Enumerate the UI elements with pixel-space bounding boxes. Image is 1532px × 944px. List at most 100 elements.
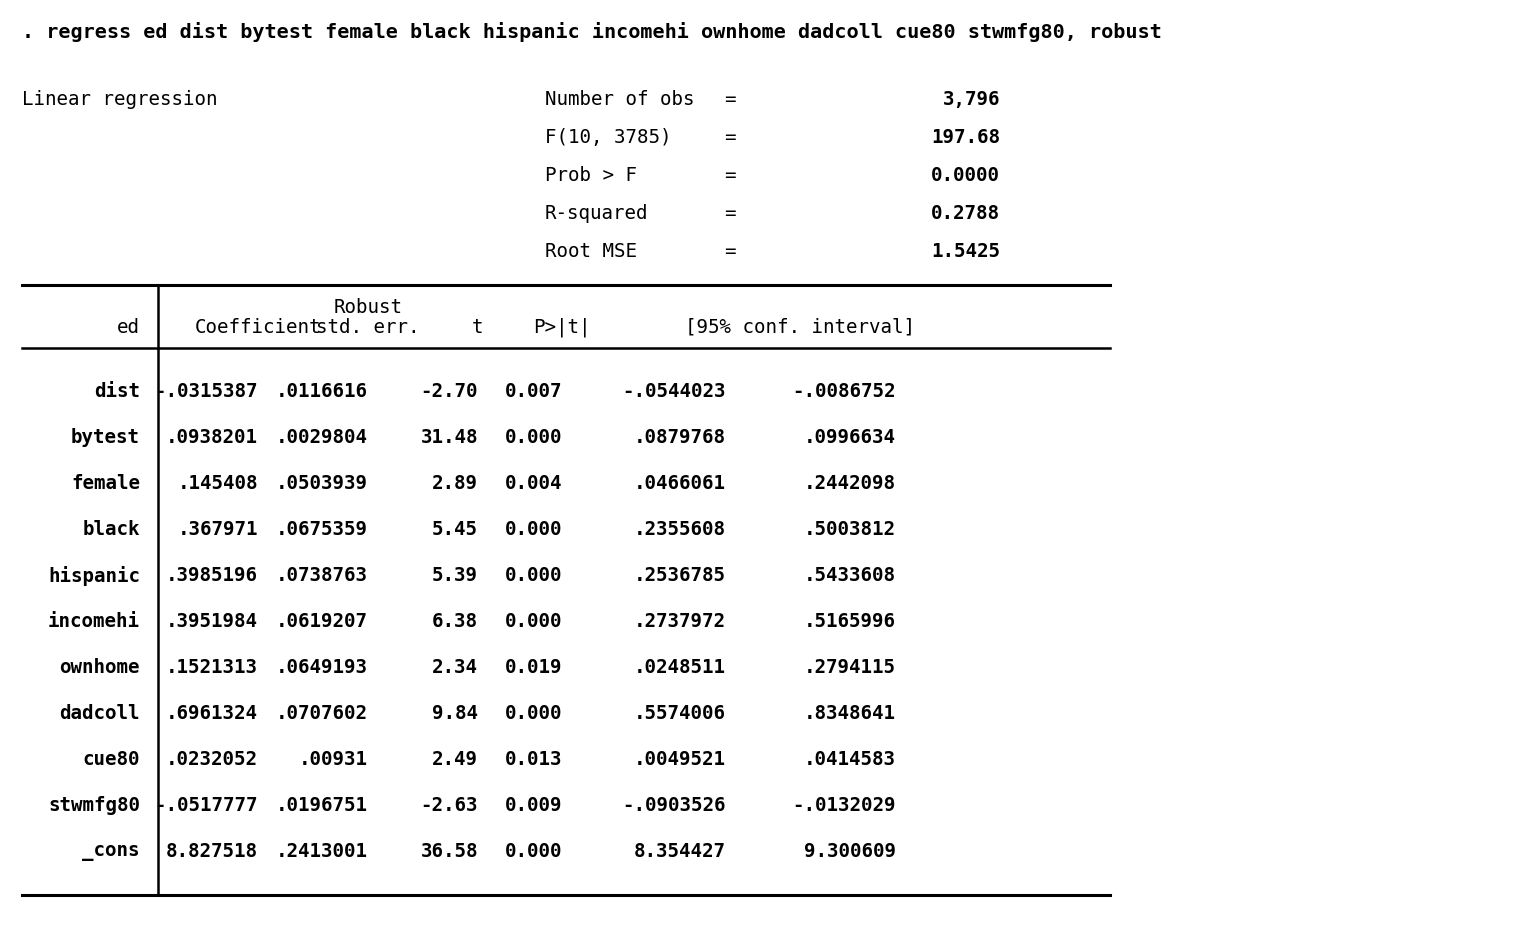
Text: P>|t|: P>|t|	[533, 318, 591, 338]
Text: .367971: .367971	[178, 520, 257, 539]
Text: =: =	[725, 90, 735, 109]
Text: 1.5425: 1.5425	[931, 242, 1000, 261]
Text: .3985196: .3985196	[165, 566, 257, 585]
Text: ed: ed	[116, 318, 139, 337]
Text: 5.45: 5.45	[432, 520, 478, 539]
Text: female: female	[70, 474, 139, 493]
Text: -2.70: -2.70	[420, 382, 478, 401]
Text: 0.019: 0.019	[504, 658, 562, 677]
Text: -.0903526: -.0903526	[622, 796, 726, 815]
Text: .0196751: .0196751	[276, 796, 368, 815]
Text: Coefficient: Coefficient	[195, 318, 322, 337]
Text: 0.2788: 0.2788	[931, 204, 1000, 223]
Text: 9.300609: 9.300609	[804, 842, 896, 861]
Text: .2536785: .2536785	[634, 566, 726, 585]
Text: 36.58: 36.58	[420, 842, 478, 861]
Text: 0.007: 0.007	[504, 382, 562, 401]
Text: 5.39: 5.39	[432, 566, 478, 585]
Text: 197.68: 197.68	[931, 128, 1000, 147]
Text: F(10, 3785): F(10, 3785)	[545, 128, 671, 147]
Text: dadcoll: dadcoll	[60, 704, 139, 723]
Text: -.0544023: -.0544023	[622, 382, 726, 401]
Text: 2.49: 2.49	[432, 750, 478, 769]
Text: 0.0000: 0.0000	[931, 166, 1000, 185]
Text: 0.000: 0.000	[504, 428, 562, 447]
Text: 0.013: 0.013	[504, 750, 562, 769]
Text: stwmfg80: stwmfg80	[47, 796, 139, 815]
Text: 31.48: 31.48	[420, 428, 478, 447]
Text: .0232052: .0232052	[165, 750, 257, 769]
Text: .0649193: .0649193	[276, 658, 368, 677]
Text: -.0132029: -.0132029	[792, 796, 896, 815]
Text: .5433608: .5433608	[804, 566, 896, 585]
Text: 6.38: 6.38	[432, 612, 478, 631]
Text: -.0517777: -.0517777	[155, 796, 257, 815]
Text: .0414583: .0414583	[804, 750, 896, 769]
Text: 0.004: 0.004	[504, 474, 562, 493]
Text: =: =	[725, 166, 735, 185]
Text: .3951984: .3951984	[165, 612, 257, 631]
Text: R-squared: R-squared	[545, 204, 648, 223]
Text: ownhome: ownhome	[60, 658, 139, 677]
Text: .2737972: .2737972	[634, 612, 726, 631]
Text: .2794115: .2794115	[804, 658, 896, 677]
Text: 3,796: 3,796	[942, 90, 1000, 109]
Text: .5003812: .5003812	[804, 520, 896, 539]
Text: .0707602: .0707602	[276, 704, 368, 723]
Text: .0675359: .0675359	[276, 520, 368, 539]
Text: .0503939: .0503939	[276, 474, 368, 493]
Text: .0938201: .0938201	[165, 428, 257, 447]
Text: black: black	[83, 520, 139, 539]
Text: .6961324: .6961324	[165, 704, 257, 723]
Text: .0879768: .0879768	[634, 428, 726, 447]
Text: .8348641: .8348641	[804, 704, 896, 723]
Text: 0.000: 0.000	[504, 520, 562, 539]
Text: 9.84: 9.84	[432, 704, 478, 723]
Text: Linear regression: Linear regression	[21, 90, 218, 109]
Text: .0466061: .0466061	[634, 474, 726, 493]
Text: 0.000: 0.000	[504, 612, 562, 631]
Text: =: =	[725, 242, 735, 261]
Text: .2442098: .2442098	[804, 474, 896, 493]
Text: .145408: .145408	[178, 474, 257, 493]
Text: dist: dist	[93, 382, 139, 401]
Text: . regress ed dist bytest female black hispanic incomehi ownhome dadcoll cue80 st: . regress ed dist bytest female black hi…	[21, 22, 1161, 42]
Text: 0.000: 0.000	[504, 566, 562, 585]
Text: .0248511: .0248511	[634, 658, 726, 677]
Text: .5574006: .5574006	[634, 704, 726, 723]
Text: 2.89: 2.89	[432, 474, 478, 493]
Text: .0116616: .0116616	[276, 382, 368, 401]
Text: -.0315387: -.0315387	[155, 382, 257, 401]
Text: .0619207: .0619207	[276, 612, 368, 631]
Text: 0.009: 0.009	[504, 796, 562, 815]
Text: std. err.: std. err.	[316, 318, 420, 337]
Text: .2413001: .2413001	[276, 842, 368, 861]
Text: .1521313: .1521313	[165, 658, 257, 677]
Text: =: =	[725, 128, 735, 147]
Text: =: =	[725, 204, 735, 223]
Text: .00931: .00931	[299, 750, 368, 769]
Text: 2.34: 2.34	[432, 658, 478, 677]
Text: Root MSE: Root MSE	[545, 242, 637, 261]
Text: incomehi: incomehi	[47, 612, 139, 631]
Text: .0049521: .0049521	[634, 750, 726, 769]
Text: .0738763: .0738763	[276, 566, 368, 585]
Text: bytest: bytest	[70, 428, 139, 447]
Text: Robust: Robust	[334, 298, 403, 317]
Text: .5165996: .5165996	[804, 612, 896, 631]
Text: 8.827518: 8.827518	[165, 842, 257, 861]
Text: 8.354427: 8.354427	[634, 842, 726, 861]
Text: .0029804: .0029804	[276, 428, 368, 447]
Text: Prob > F: Prob > F	[545, 166, 637, 185]
Text: .2355608: .2355608	[634, 520, 726, 539]
Text: 0.000: 0.000	[504, 842, 562, 861]
Text: _cons: _cons	[83, 842, 139, 861]
Text: hispanic: hispanic	[47, 566, 139, 586]
Text: cue80: cue80	[83, 750, 139, 769]
Text: Number of obs: Number of obs	[545, 90, 694, 109]
Text: -.0086752: -.0086752	[792, 382, 896, 401]
Text: [95% conf. interval]: [95% conf. interval]	[685, 318, 915, 337]
Text: -2.63: -2.63	[420, 796, 478, 815]
Text: 0.000: 0.000	[504, 704, 562, 723]
Text: t: t	[472, 318, 484, 337]
